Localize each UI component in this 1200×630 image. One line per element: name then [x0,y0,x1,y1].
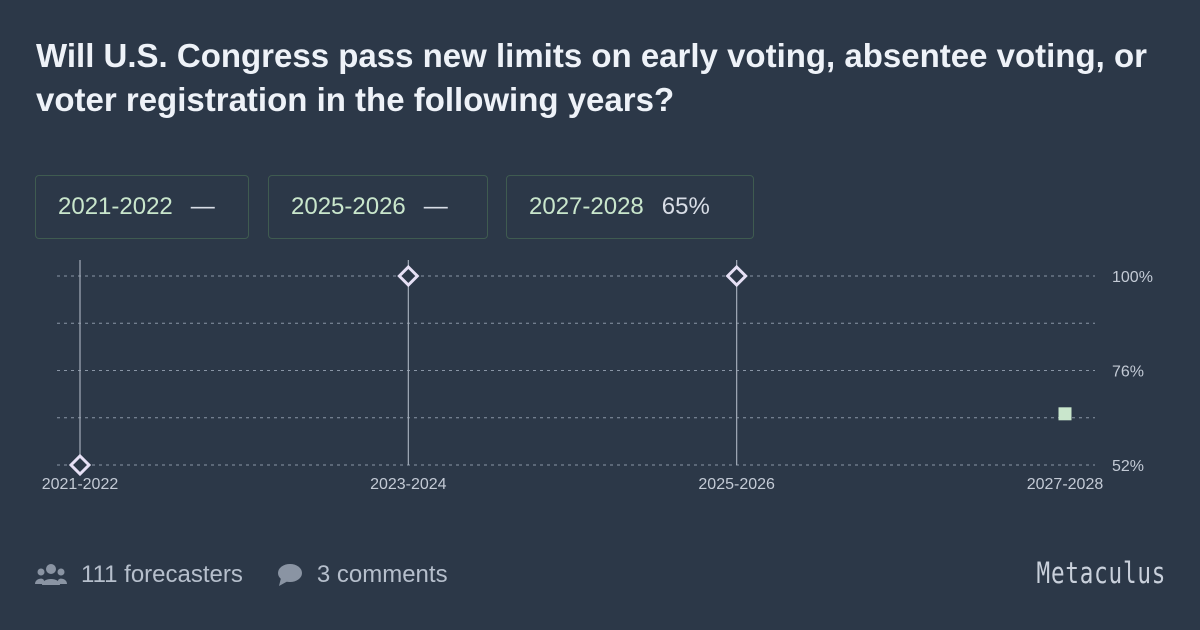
forecast-chart: 100% 76% 52% 2021-2022 2023-2024 2025-2026 202… [42,260,1153,493]
comments-count: 3 comments [316,561,448,588]
legend-value: — [190,193,215,220]
forecast-marker [1058,407,1072,421]
legend-chip-2027-2028[interactable]: 2027-2028 65% [506,175,754,239]
legend-chip-2021-2022[interactable]: 2021-2022 — [35,175,249,239]
speech-bubble-icon [277,564,302,586]
legend-label: 2027-2028 [529,193,644,220]
users-icon [35,564,67,585]
y-tick-label: 76% [1112,364,1144,381]
x-tick-label: 2025-2026 [698,476,775,493]
metaculus-logo[interactable]: Metaculus [1036,556,1166,590]
legend-chip-2025-2026[interactable]: 2025-2026 — [268,175,488,239]
forecasters-count: 111 forecasters [81,561,243,588]
comments-stat[interactable]: 3 comments [277,561,448,589]
resolved-marker [725,264,748,288]
x-tick-label: 2027-2028 [1027,476,1104,493]
legend-value: — [423,193,448,220]
legend-label: 2021-2022 [58,193,173,220]
x-tick-label: 2023-2024 [370,476,447,493]
forecasters-stat: 111 forecasters [35,561,243,589]
x-tick-label: 2021-2022 [42,476,119,493]
resolved-marker [397,264,420,288]
legend-label: 2025-2026 [291,193,406,220]
resolved-marker [68,453,92,477]
y-tick-label: 100% [1112,269,1153,286]
question-title: Will U.S. Congress pass new limits on ea… [36,37,1147,118]
legend-value: 65% [661,193,710,220]
footer: 111 forecasters 3 comments [35,558,482,592]
y-tick-label: 52% [1112,458,1144,475]
